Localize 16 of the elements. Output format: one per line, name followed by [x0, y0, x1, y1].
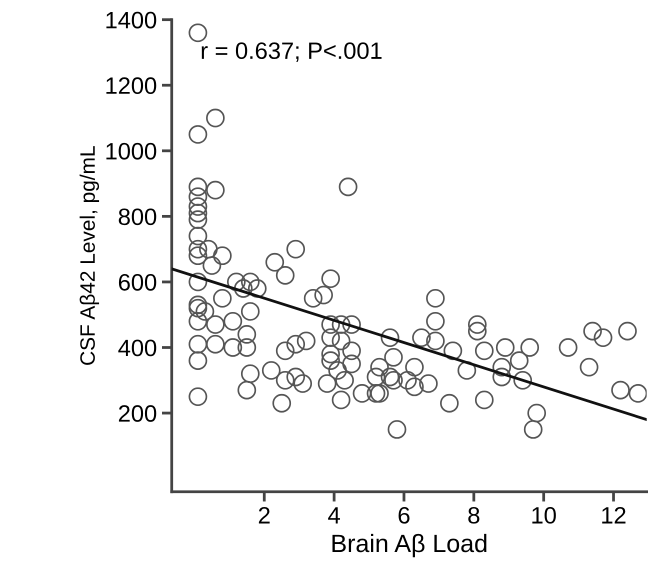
x-tick-label: 6 — [398, 506, 410, 524]
annotation: r = 0.637; P<.001 — [202, 42, 382, 62]
y-tick-label: 200 — [118, 405, 156, 422]
x-axis-title: Brain Aβ Load — [332, 534, 486, 558]
y-tick-label: 800 — [118, 208, 156, 226]
y-tick-label: 400 — [118, 340, 156, 356]
x-tick-label: 10 — [532, 506, 556, 524]
y-tick-label: 600 — [118, 274, 156, 291]
x-tick-label: 8 — [468, 506, 480, 524]
y-tick-label: 1200 — [106, 77, 156, 94]
y-tick-label: 1400 — [106, 12, 156, 28]
y-axis-title: CSF Aβ42 Level, pg/mL — [80, 146, 100, 365]
x-tick-label: 2 — [258, 506, 270, 524]
x-tick-label: 4 — [328, 507, 340, 524]
y-tick-label: 1000 — [106, 142, 156, 160]
x-tick-label: 12 — [602, 506, 626, 524]
